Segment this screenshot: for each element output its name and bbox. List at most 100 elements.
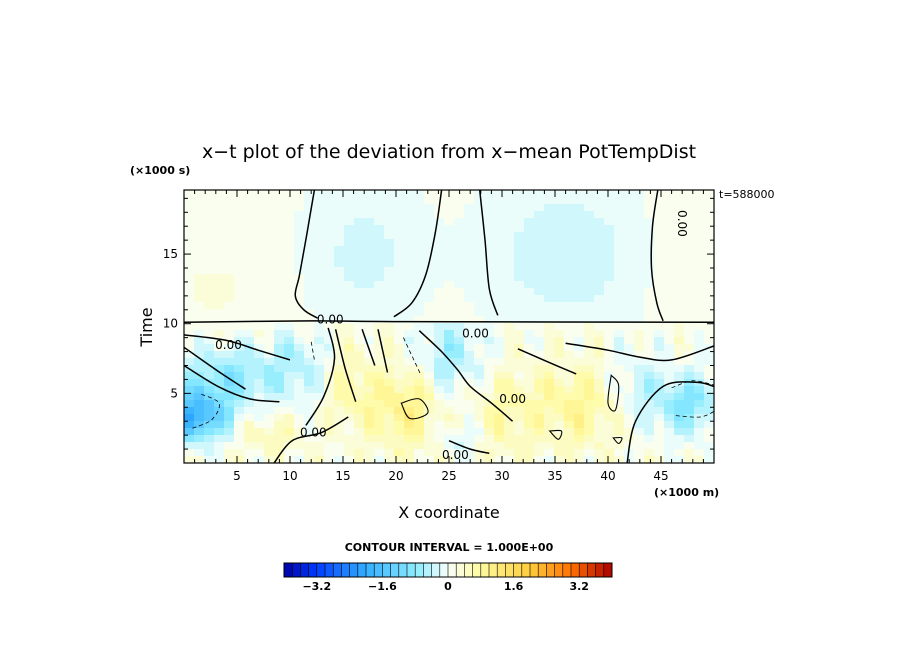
field-cell [354, 232, 365, 240]
field-cell [654, 414, 665, 422]
field-cell [564, 225, 575, 233]
field-cell [524, 330, 535, 338]
field-cell [334, 421, 345, 429]
field-cell [554, 400, 565, 408]
field-cell [574, 386, 585, 394]
field-cell [314, 295, 325, 303]
field-cell [274, 225, 285, 233]
field-cell [424, 197, 435, 205]
field-cell [504, 246, 515, 254]
field-cell [184, 456, 195, 463]
field-cell [344, 372, 355, 380]
field-cell [234, 204, 245, 212]
field-cell [434, 372, 445, 380]
field-cell [534, 302, 545, 310]
field-cell [424, 316, 435, 324]
colorbar-swatch [431, 563, 441, 577]
field-cell [224, 281, 235, 289]
field-cell [184, 372, 195, 380]
field-cell [194, 218, 205, 226]
zero-contour-line [565, 342, 714, 362]
field-cell [414, 442, 425, 450]
field-cell [394, 386, 405, 394]
field-cell [564, 337, 575, 345]
field-cell [454, 323, 465, 331]
colorbar-swatch [325, 563, 334, 577]
field-cell [444, 358, 455, 366]
field-cell [284, 246, 295, 254]
field-cell [494, 421, 505, 429]
field-cell [304, 379, 315, 387]
negative-contour-line [671, 380, 714, 389]
field-cell [244, 225, 255, 233]
field-cell [684, 442, 695, 450]
field-cell [684, 239, 695, 247]
temperature-field [184, 190, 714, 463]
field-cell [664, 365, 675, 373]
field-cell [544, 400, 555, 408]
field-cell [524, 218, 535, 226]
field-cell [354, 428, 365, 436]
field-cell [644, 456, 655, 463]
field-cell [514, 204, 525, 212]
field-cell [454, 365, 465, 373]
field-cell [414, 449, 425, 457]
field-cell [554, 428, 565, 436]
field-cell [244, 456, 255, 463]
field-cell [574, 302, 585, 310]
field-cell [574, 197, 585, 205]
field-cell [474, 400, 485, 408]
field-cell [374, 421, 385, 429]
field-cell [424, 435, 435, 443]
field-cell [654, 449, 665, 457]
field-cell [364, 239, 375, 247]
field-cell [284, 274, 295, 282]
field-cell [704, 316, 714, 324]
field-cell [674, 393, 685, 401]
field-cell [324, 372, 335, 380]
field-cell [704, 295, 714, 303]
field-cell [444, 253, 455, 261]
field-cell [534, 253, 545, 261]
field-cell [674, 211, 685, 219]
field-cell [374, 309, 385, 317]
field-cell [234, 428, 245, 436]
field-cell [354, 190, 365, 198]
field-cell [254, 442, 265, 450]
field-cell [654, 302, 665, 310]
field-cell [594, 365, 605, 373]
field-cell [484, 246, 495, 254]
field-cell [574, 218, 585, 226]
field-cell [434, 274, 445, 282]
field-cell [604, 365, 615, 373]
field-cell [384, 225, 395, 233]
field-cell [364, 190, 375, 198]
field-cell [534, 309, 545, 317]
field-cell [294, 442, 305, 450]
field-cell [284, 386, 295, 394]
field-cell [614, 379, 625, 387]
field-cell [594, 302, 605, 310]
field-cell [504, 456, 515, 463]
field-cell [354, 379, 365, 387]
field-cell [294, 435, 305, 443]
field-cell [624, 358, 635, 366]
field-cell [184, 218, 195, 226]
field-cell [694, 267, 705, 275]
field-cell [494, 358, 505, 366]
field-cell [704, 372, 714, 380]
field-cell [384, 260, 395, 268]
field-cell [374, 337, 385, 345]
field-cell [394, 316, 405, 324]
field-cell [694, 274, 705, 282]
field-cell [404, 386, 415, 394]
field-cell [274, 435, 285, 443]
x-tick-labels: 5 10 15 20 25 30 35 40 45 [233, 469, 668, 483]
field-cell [214, 386, 225, 394]
field-cell [454, 246, 465, 254]
field-cell [204, 330, 215, 338]
field-cell [434, 288, 445, 296]
field-cell [204, 428, 215, 436]
field-cell [604, 267, 615, 275]
field-cell [654, 379, 665, 387]
